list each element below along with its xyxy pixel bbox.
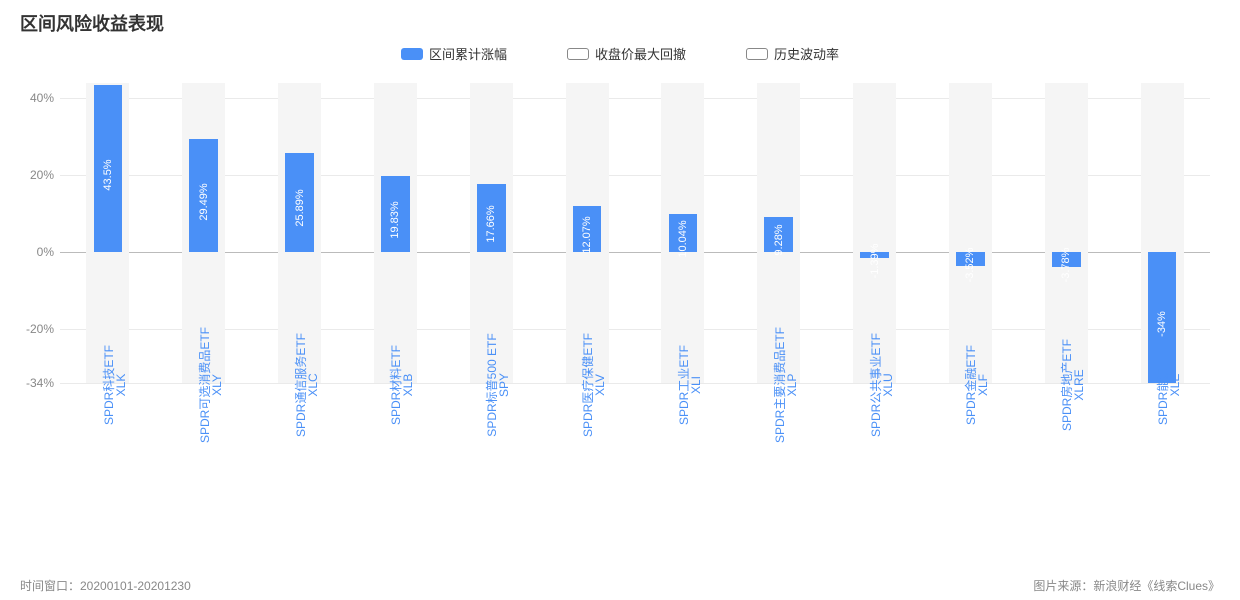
legend-label: 收盘价最大回撤 bbox=[595, 44, 686, 63]
legend: 区间累计涨幅 收盘价最大回撤 历史波动率 bbox=[20, 44, 1220, 63]
bar-value-label: 29.49% bbox=[198, 183, 210, 220]
bar-XLU[interactable]: -1.39% bbox=[860, 252, 889, 257]
legend-label: 区间累计涨幅 bbox=[429, 44, 507, 63]
bar-XLB[interactable]: 19.83% bbox=[381, 176, 410, 252]
bar-XLF[interactable]: -3.52% bbox=[956, 252, 985, 266]
bar-XLV[interactable]: 12.07% bbox=[573, 206, 602, 252]
x-axis: XLKSPDR科技ETFXLYSPDR可选消费品ETFXLCSPDR通信服务ET… bbox=[60, 385, 1210, 485]
x-name-label: SPDR主要消费品ETF bbox=[771, 327, 788, 443]
legend-item-0[interactable]: 区间累计涨幅 bbox=[401, 44, 507, 63]
bar-value-label: 17.66% bbox=[485, 206, 497, 243]
grid-line bbox=[60, 252, 1210, 253]
category-band bbox=[949, 83, 992, 383]
bar-value-label: -3.52% bbox=[964, 248, 976, 283]
bar-SPY[interactable]: 17.66% bbox=[477, 184, 506, 252]
x-name-label: SPDR工业ETF bbox=[675, 345, 692, 425]
chart-title: 区间风险收益表现 bbox=[20, 10, 1220, 36]
grid-line bbox=[60, 329, 1210, 330]
x-name-label: SPDR金融ETF bbox=[962, 345, 979, 425]
grid-line bbox=[60, 98, 1210, 99]
grid-line bbox=[60, 383, 1210, 384]
x-name-label: SPDR公共事业ETF bbox=[867, 333, 884, 437]
x-name-label: SPDR医疗保健ETF bbox=[579, 333, 596, 437]
x-name-label: SPDR能源ETF bbox=[1154, 345, 1171, 425]
y-tick-label: -34% bbox=[20, 376, 54, 390]
y-tick-label: -20% bbox=[20, 322, 54, 336]
legend-label: 历史波动率 bbox=[774, 44, 839, 63]
bar-value-label: -34% bbox=[1156, 311, 1168, 337]
x-name-label: SPDR房地产ETF bbox=[1058, 339, 1075, 431]
legend-item-1[interactable]: 收盘价最大回撤 bbox=[567, 44, 686, 63]
y-tick-label: 20% bbox=[20, 168, 54, 182]
bar-XLK[interactable]: 43.5% bbox=[94, 85, 123, 252]
bar-XLC[interactable]: 25.89% bbox=[285, 153, 314, 253]
bar-value-label: 10.04% bbox=[677, 220, 689, 257]
x-name-label: SPDR科技ETF bbox=[100, 345, 117, 425]
bar-value-label: 12.07% bbox=[581, 216, 593, 253]
legend-swatch bbox=[401, 48, 423, 60]
bar-XLI[interactable]: 10.04% bbox=[669, 214, 698, 253]
chart-container: 区间风险收益表现 区间累计涨幅 收盘价最大回撤 历史波动率 -34% -20% 0% 20… bbox=[0, 0, 1240, 600]
y-tick-label: 0% bbox=[20, 245, 54, 259]
legend-item-2[interactable]: 历史波动率 bbox=[746, 44, 839, 63]
legend-swatch bbox=[567, 48, 589, 60]
bar-value-label: -3.78% bbox=[1060, 248, 1072, 283]
x-name-label: SPDR可选消费品ETF bbox=[196, 327, 213, 443]
bar-value-label: 25.89% bbox=[294, 190, 306, 227]
y-tick-label: 40% bbox=[20, 91, 54, 105]
grid-line bbox=[60, 175, 1210, 176]
chart-wrap: -34% -20% 0% 20% 40% 43.5% 29.49% 25.89% 19.83% 1… bbox=[20, 83, 1220, 483]
x-name-label: SPDR材料ETF bbox=[387, 345, 404, 425]
time-window-label: 时间窗口：20200101-20201230 bbox=[20, 577, 191, 594]
bar-XLY[interactable]: 29.49% bbox=[189, 139, 218, 252]
x-name-label: SPDR通信服务ETF bbox=[292, 333, 309, 437]
plot-area: -34%-20%0%20%40%43.5%29.49%25.89%19.83%1… bbox=[60, 83, 1210, 383]
source-label: 图片来源：新浪财经《线索Clues》 bbox=[1033, 577, 1220, 594]
bar-XLP[interactable]: 9.28% bbox=[764, 217, 793, 253]
bar-value-label: 43.5% bbox=[102, 159, 114, 190]
legend-swatch bbox=[746, 48, 768, 60]
bar-value-label: 9.28% bbox=[773, 225, 785, 256]
bar-value-label: -1.39% bbox=[869, 243, 881, 278]
footer: 时间窗口：20200101-20201230 图片来源：新浪财经《线索Clues… bbox=[20, 577, 1220, 594]
chart: -34%-20%0%20%40%43.5%29.49%25.89%19.83%1… bbox=[60, 83, 1210, 483]
x-name-label: SPDR标普500 ETF bbox=[483, 333, 500, 436]
bar-XLRE[interactable]: -3.78% bbox=[1052, 252, 1081, 267]
bar-value-label: 19.83% bbox=[389, 201, 401, 238]
